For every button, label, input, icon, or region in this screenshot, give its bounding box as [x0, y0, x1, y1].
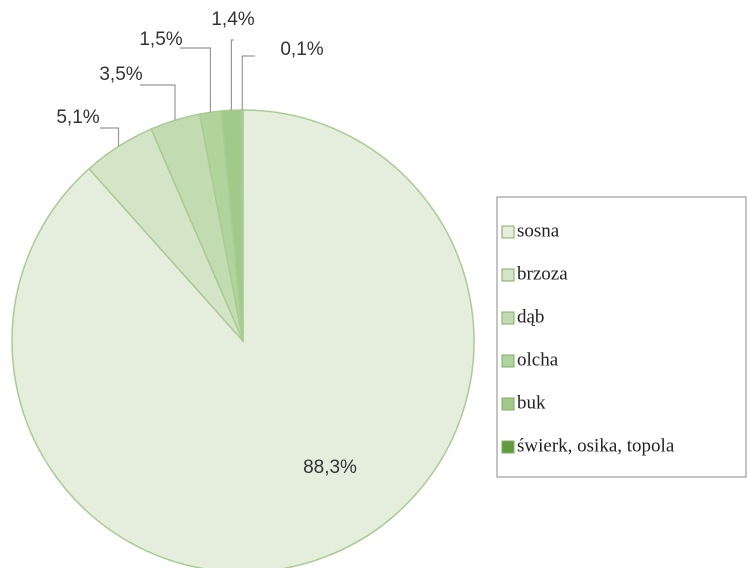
pie-slice: [240, 109, 244, 342]
legend-label: brzoza: [517, 263, 568, 284]
data-label: 3,5%: [99, 64, 142, 85]
legend-swatch: [501, 225, 515, 239]
legend-label: olcha: [517, 349, 559, 370]
legend-label: sosna: [517, 220, 560, 241]
leader-line: [100, 127, 120, 147]
legend-label: buk: [517, 392, 546, 413]
leader-line: [180, 47, 212, 113]
legend-swatch: [501, 311, 515, 325]
data-label: 0,1%: [280, 39, 323, 60]
data-label: 88,3%: [303, 457, 357, 478]
data-label: 5,1%: [56, 107, 99, 128]
legend-box: [496, 196, 747, 478]
legend-swatch: [501, 354, 515, 368]
leader-line: [230, 39, 234, 111]
legend-label: dąb: [517, 306, 544, 327]
data-label: 1,4%: [211, 9, 254, 30]
legend-label: świerk, osika, topola: [517, 435, 675, 456]
legend-swatch: [501, 440, 515, 454]
leader-line: [140, 84, 176, 121]
legend-swatch: [501, 268, 515, 282]
data-label: 1,5%: [139, 29, 182, 50]
leader-line: [241, 55, 255, 111]
legend-swatch: [501, 397, 515, 411]
